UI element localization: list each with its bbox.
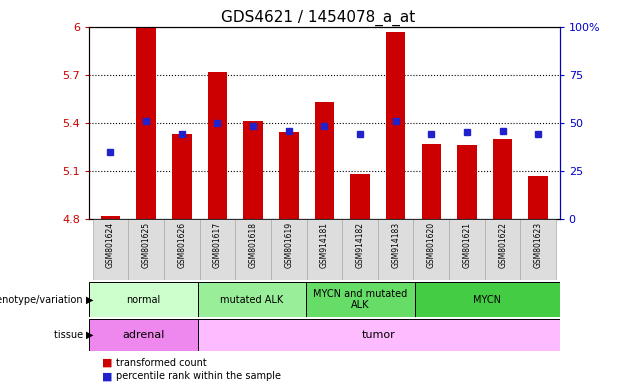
Bar [89, 319, 198, 351]
Text: GSM801621: GSM801621 [462, 222, 471, 268]
Text: GSM801623: GSM801623 [534, 222, 543, 268]
Text: genotype/variation: genotype/variation [0, 295, 86, 305]
Text: transformed count: transformed count [116, 358, 207, 368]
Bar [89, 282, 198, 317]
Text: adrenal: adrenal [122, 330, 165, 340]
Bar [198, 282, 307, 317]
Bar [457, 145, 477, 219]
FancyBboxPatch shape [93, 219, 128, 280]
Bar [315, 102, 334, 219]
FancyBboxPatch shape [128, 219, 164, 280]
Bar [136, 27, 156, 219]
Text: tissue: tissue [53, 330, 86, 340]
Text: normal: normal [126, 295, 160, 305]
FancyBboxPatch shape [164, 219, 200, 280]
FancyBboxPatch shape [307, 219, 342, 280]
Bar [243, 121, 263, 219]
Text: GSM914183: GSM914183 [391, 222, 400, 268]
Text: GSM801620: GSM801620 [427, 222, 436, 268]
FancyBboxPatch shape [413, 219, 449, 280]
Bar [279, 132, 298, 219]
Text: GSM801624: GSM801624 [106, 222, 115, 268]
Bar [422, 144, 441, 219]
Bar [415, 282, 560, 317]
Text: percentile rank within the sample: percentile rank within the sample [116, 371, 280, 381]
Text: ■: ■ [102, 358, 113, 368]
Bar [307, 282, 415, 317]
Text: MYCN: MYCN [473, 295, 501, 305]
Bar [350, 174, 370, 219]
Bar [529, 175, 548, 219]
Text: GDS4621 / 1454078_a_at: GDS4621 / 1454078_a_at [221, 10, 415, 26]
FancyBboxPatch shape [520, 219, 556, 280]
Text: ■: ■ [102, 371, 113, 381]
Text: mutated ALK: mutated ALK [220, 295, 284, 305]
FancyBboxPatch shape [271, 219, 307, 280]
Text: ▶: ▶ [86, 295, 93, 305]
Bar [207, 72, 227, 219]
Bar [198, 319, 560, 351]
Text: GSM801619: GSM801619 [284, 222, 293, 268]
Text: ▶: ▶ [86, 330, 93, 340]
Text: MYCN and mutated
ALK: MYCN and mutated ALK [314, 289, 408, 310]
Bar [493, 139, 513, 219]
Text: GSM801626: GSM801626 [177, 222, 186, 268]
FancyBboxPatch shape [342, 219, 378, 280]
Text: GSM801625: GSM801625 [142, 222, 151, 268]
FancyBboxPatch shape [200, 219, 235, 280]
FancyBboxPatch shape [449, 219, 485, 280]
Text: GSM914181: GSM914181 [320, 222, 329, 268]
Text: GSM801618: GSM801618 [249, 222, 258, 268]
Text: GSM914182: GSM914182 [356, 222, 364, 268]
Bar [386, 31, 406, 219]
FancyBboxPatch shape [485, 219, 520, 280]
Text: GSM801617: GSM801617 [213, 222, 222, 268]
Bar [100, 216, 120, 219]
FancyBboxPatch shape [378, 219, 413, 280]
FancyBboxPatch shape [235, 219, 271, 280]
Bar [172, 134, 191, 219]
Text: GSM801622: GSM801622 [498, 222, 507, 268]
Text: tumor: tumor [362, 330, 396, 340]
